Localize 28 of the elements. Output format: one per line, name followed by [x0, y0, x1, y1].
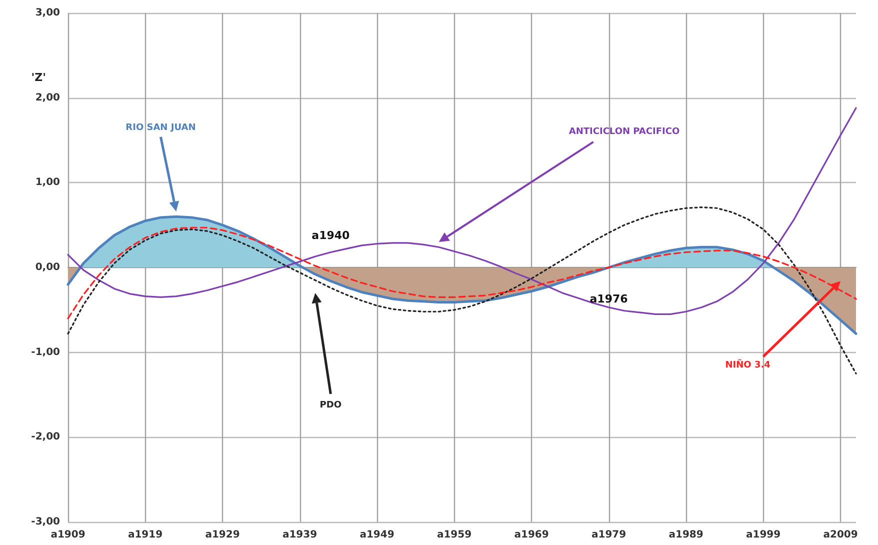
y-axis-title: 'Z'	[31, 71, 46, 84]
text: NIÑO 3.4	[725, 358, 770, 371]
x-tick-label: a1919	[128, 530, 163, 540]
y-tick-label: -2,00	[31, 432, 60, 443]
annotation: a1940	[312, 229, 350, 242]
y-tick-label: 1,00	[35, 177, 60, 188]
x-tick-label: a1989	[668, 530, 704, 540]
text: ANTICICLON PACIFICO	[568, 127, 680, 138]
x-tick-label: a1969	[514, 530, 549, 540]
annotation: a1976	[590, 292, 628, 306]
y-tick-label: 3,00	[35, 8, 60, 18]
y-tick-label: -3,00	[31, 516, 60, 528]
x-tick-label: a1959	[436, 530, 472, 540]
x-tick-label: a1929	[205, 530, 240, 540]
x-tick-label: a1939	[282, 530, 318, 540]
y-tick-label: 0,00	[35, 262, 60, 273]
text: RIO SAN JUAN	[126, 122, 196, 133]
x-tick-label: a1979	[591, 530, 626, 540]
line-series	[67, 226, 857, 320]
x-tick-label: a1909	[50, 530, 86, 540]
text: PDO	[320, 400, 342, 410]
y-tick-label: 2,00	[35, 92, 60, 104]
x-tick-label: a2009	[823, 530, 858, 540]
line-series	[67, 107, 857, 315]
y-tick-label: -1,00	[31, 346, 60, 358]
x-tick-label: a1999	[746, 530, 781, 540]
line-series	[67, 206, 857, 374]
x-tick-label: a1949	[360, 530, 394, 540]
